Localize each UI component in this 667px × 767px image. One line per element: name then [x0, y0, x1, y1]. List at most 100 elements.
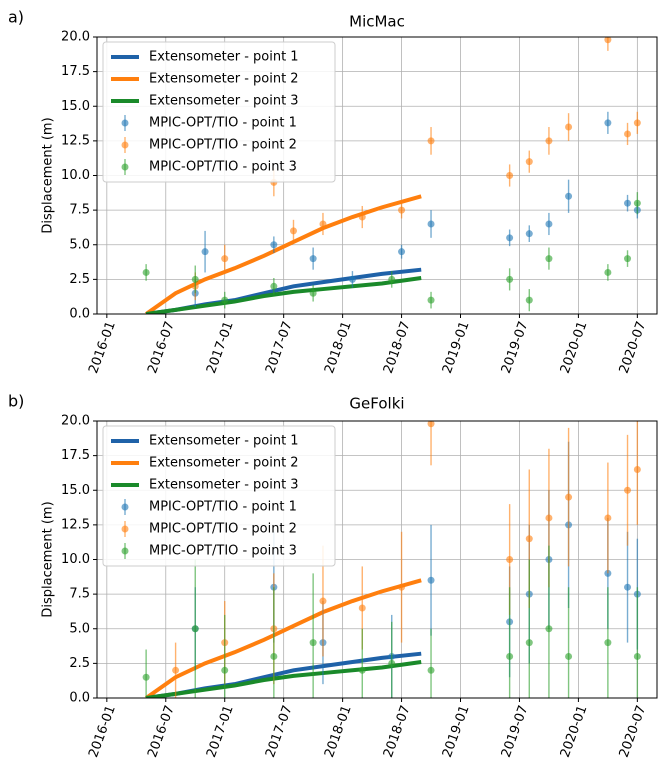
data-point	[633, 119, 641, 127]
axes-frame	[96, 36, 658, 315]
legend-swatch	[121, 503, 129, 511]
y-tick-label: 10.0	[61, 552, 90, 567]
data-point	[565, 493, 573, 501]
legend-label: MPIC-OPT/TIO - point 2	[149, 138, 297, 153]
data-point	[506, 172, 514, 179]
data-point	[270, 282, 278, 290]
x-tick-label: 2020-07	[617, 319, 650, 375]
data-point	[604, 514, 612, 522]
y-tick-label: 7.5	[69, 587, 90, 602]
y-tick-label: 20.0	[61, 414, 90, 429]
x-tick-label: 2020-07	[617, 703, 650, 759]
data-point	[565, 123, 573, 131]
y-tick-label: 10.0	[61, 168, 90, 183]
x-tick-label: 2020-01	[558, 703, 591, 759]
axes-frame	[96, 420, 658, 699]
data-point	[525, 158, 533, 166]
data-point	[604, 37, 612, 44]
y-tick-label: 7.5	[69, 203, 90, 218]
y-tick-label: 0.0	[69, 691, 90, 706]
data-point	[221, 666, 229, 674]
data-point	[604, 119, 612, 127]
data-point	[427, 576, 435, 584]
data-point	[142, 268, 150, 276]
y-tick-label: 17.5	[61, 448, 90, 463]
data-point	[604, 268, 612, 276]
data-point	[506, 652, 514, 660]
legend: Extensometer - point 1 Extensometer - poi…	[102, 425, 336, 567]
data-point	[398, 206, 406, 214]
legend-box	[102, 425, 336, 567]
x-tick-label: 2016-07	[145, 703, 178, 759]
y-tick-label: 0.0	[69, 307, 90, 322]
legend-label: MPIC-OPT/TIO - point 3	[149, 160, 297, 175]
data-point	[191, 275, 199, 283]
plot-area	[142, 37, 641, 314]
data-point	[319, 220, 327, 228]
y-tick-label: 15.0	[61, 483, 90, 498]
x-tick-label: 2019-01	[440, 703, 473, 759]
data-point	[427, 666, 435, 674]
x-tick-label: 2019-07	[499, 703, 532, 759]
data-point	[506, 556, 514, 563]
data-point	[388, 659, 396, 667]
y-tick-label: 15.0	[61, 99, 90, 114]
legend-label: MPIC-OPT/TIO - point 1	[149, 500, 297, 515]
x-tick-label: 2017-07	[263, 703, 296, 759]
data-point	[319, 597, 327, 605]
y-tick-label: 17.5	[61, 64, 90, 79]
legend-label: MPIC-OPT/TIO - point 1	[149, 116, 297, 131]
data-point	[545, 514, 553, 522]
y-tick-label: 5.0	[69, 237, 90, 252]
data-point	[545, 625, 553, 633]
data-point	[565, 652, 573, 660]
x-tick-label: 2018-01	[322, 703, 355, 759]
legend-swatch	[121, 141, 129, 149]
y-tick-label: 2.5	[69, 272, 90, 287]
panel-label: a)	[8, 8, 24, 27]
extensometer-line	[145, 276, 422, 314]
data-point	[624, 130, 632, 138]
data-point	[398, 583, 406, 591]
legend-swatch	[121, 525, 129, 533]
y-tick-label: 2.5	[69, 656, 90, 671]
data-point	[624, 199, 632, 207]
legend: Extensometer - point 1 Extensometer - poi…	[102, 41, 336, 183]
y-tick-label: 20.0	[61, 30, 90, 45]
data-point	[633, 652, 641, 660]
data-point	[398, 248, 406, 256]
data-point	[309, 639, 317, 647]
data-point	[172, 666, 180, 674]
data-point	[624, 583, 632, 591]
data-point	[506, 234, 514, 242]
chart-title: MicMac	[349, 13, 405, 31]
x-tick-label: 2017-07	[263, 319, 296, 375]
y-tick-label: 5.0	[69, 621, 90, 636]
data-point	[270, 241, 278, 249]
data-point	[289, 227, 297, 235]
data-point	[388, 275, 396, 283]
plot-area	[142, 421, 641, 698]
x-tick-label: 2016-01	[86, 319, 119, 375]
data-point	[191, 625, 199, 633]
legend-label: MPIC-OPT/TIO - point 3	[149, 544, 297, 559]
panel-label: b)	[8, 392, 24, 411]
data-point	[201, 248, 209, 256]
data-point	[142, 673, 150, 681]
x-tick-label: 2020-01	[558, 319, 591, 375]
data-point	[221, 255, 229, 263]
data-point	[565, 192, 573, 200]
legend-swatch	[121, 547, 129, 555]
data-point	[358, 604, 366, 612]
data-point	[633, 465, 641, 473]
data-point	[525, 230, 533, 238]
data-point	[348, 275, 356, 283]
x-tick-label: 2018-01	[322, 319, 355, 375]
data-point	[358, 213, 366, 221]
y-axis-label: Displacement (m)	[41, 501, 56, 617]
data-point	[221, 296, 229, 304]
data-point	[545, 220, 553, 228]
data-point	[633, 199, 641, 207]
data-point	[525, 296, 533, 304]
y-axis-label: Displacement (m)	[41, 117, 56, 233]
